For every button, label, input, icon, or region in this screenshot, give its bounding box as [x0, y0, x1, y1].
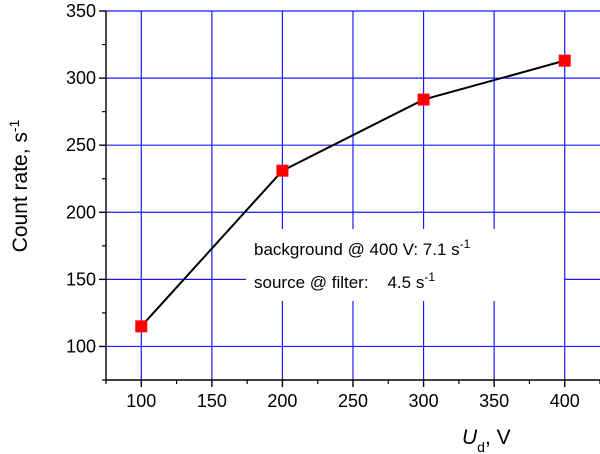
x-tick-label: 350	[479, 391, 509, 411]
y-tick-label: 100	[66, 336, 96, 356]
annotation-background-text: background @ 400 V: 7.1 s	[254, 240, 460, 259]
annotation-box	[246, 229, 564, 301]
x-axis-label-sub: d	[477, 439, 485, 454]
y-tick-label: 150	[66, 269, 96, 289]
annotation-background: background @ 400 V: 7.1 s-1	[254, 237, 471, 259]
annotation-background-sup: -1	[460, 237, 471, 251]
grid	[106, 10, 600, 380]
x-tick-label: 400	[550, 391, 580, 411]
y-tick-label: 250	[66, 135, 96, 155]
x-axis-label: Ud, V	[462, 426, 511, 454]
data-point	[558, 54, 571, 67]
y-axis-label-main: Count rate, s	[9, 132, 32, 252]
x-tick-label: 150	[197, 391, 227, 411]
x-tick-label: 100	[126, 391, 156, 411]
data-point	[417, 93, 430, 106]
data-point	[135, 320, 148, 333]
x-tick-label: 250	[338, 391, 368, 411]
x-axis-label-main: U	[462, 426, 478, 449]
data-point	[276, 164, 289, 177]
annotation-source-sup: -1	[424, 270, 435, 284]
series-line	[140, 59, 565, 327]
annotation-source-text: source @ filter: 4.5 s	[254, 273, 424, 292]
series	[135, 54, 571, 333]
x-axis-label-suffix: , V	[485, 426, 511, 449]
y-axis-label-sup: -1	[6, 119, 22, 132]
annotation-source: source @ filter: 4.5 s-1	[254, 270, 435, 292]
y-tick-label: 200	[66, 202, 96, 222]
y-tick-label: 350	[66, 1, 96, 21]
y-axis-label: Count rate, s-1	[6, 119, 32, 252]
y-tick-label: 300	[66, 68, 96, 88]
ticks: 100 150 200 250 300 350 400 100 150 200 250 300 350	[66, 1, 600, 411]
x-tick-label: 200	[267, 391, 297, 411]
x-tick-label: 300	[409, 391, 439, 411]
